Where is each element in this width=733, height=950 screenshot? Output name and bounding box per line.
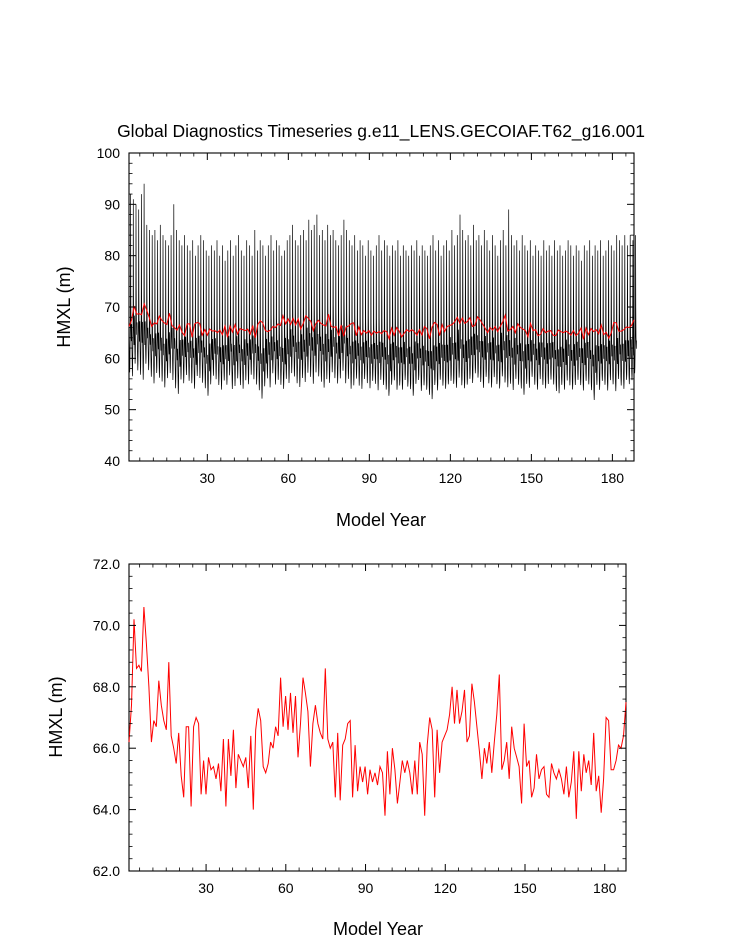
x-tick-label: 30 (200, 470, 216, 486)
bottom-plot-annual-mean-line (128, 606, 627, 819)
top-plot-xlabel: Model Year (336, 510, 426, 530)
y-tick-label: 50 (104, 402, 120, 418)
top-plot-ticks: 30 60 90 120 150 180 40 50 60 70 80 90 100 (97, 145, 634, 486)
y-tick-label: 62.0 (93, 863, 120, 879)
x-tick-label: 60 (278, 880, 294, 896)
y-tick-label: 68.0 (93, 679, 120, 695)
y-tick-label: 72.0 (93, 556, 120, 572)
y-tick-label: 64.0 (93, 802, 120, 818)
y-tick-label: 80 (104, 248, 120, 264)
top-plot-monthly-series (128, 183, 637, 401)
y-tick-label: 60 (104, 350, 120, 366)
bottom-plot-annual-mean-series (128, 606, 627, 819)
x-tick-label: 180 (593, 880, 617, 896)
bottom-plot: 30 60 90 120 150 18062.064.066.068.070.072.0 … (46, 556, 627, 939)
bottom-plot-ticks: 30 60 90 120 150 180 62.0 64.0 66.0 68.0 70.0 72.0 (93, 556, 626, 896)
top-plot-monthly-line (128, 183, 637, 401)
x-tick-label: 30 (198, 880, 214, 896)
top-plot-annual-mean-line (128, 302, 635, 341)
top-plot-annual-mean-series (128, 302, 635, 341)
figure-title: Global Diagnostics Timeseries g.e11_LENS… (117, 121, 645, 142)
y-tick-label: 70 (104, 299, 120, 315)
bottom-plot-ylabel: HMXL (m) (46, 676, 66, 757)
x-tick-label: 60 (281, 470, 297, 486)
x-tick-label: 180 (601, 470, 625, 486)
bottom-plot-xlabel: Model Year (333, 919, 423, 939)
x-tick-label: 90 (362, 470, 378, 486)
top-plot: 30 60 90 120 150 180 40 50 60 70 80 90 100 Model Yea… (54, 145, 637, 530)
y-tick-label: 40 (104, 453, 120, 469)
y-tick-label: 70.0 (93, 617, 120, 633)
y-tick-label: 100 (97, 145, 121, 161)
x-tick-label: 120 (434, 880, 458, 896)
y-tick-label: 90 (104, 196, 120, 212)
x-tick-label: 150 (513, 880, 537, 896)
top-plot-ylabel: HMXL (m) (54, 266, 74, 347)
x-tick-label: 150 (520, 470, 544, 486)
bottom-plot-frame (128, 563, 627, 872)
x-tick-label: 90 (358, 880, 374, 896)
x-tick-label: 120 (439, 470, 463, 486)
y-tick-label: 66.0 (93, 740, 120, 756)
